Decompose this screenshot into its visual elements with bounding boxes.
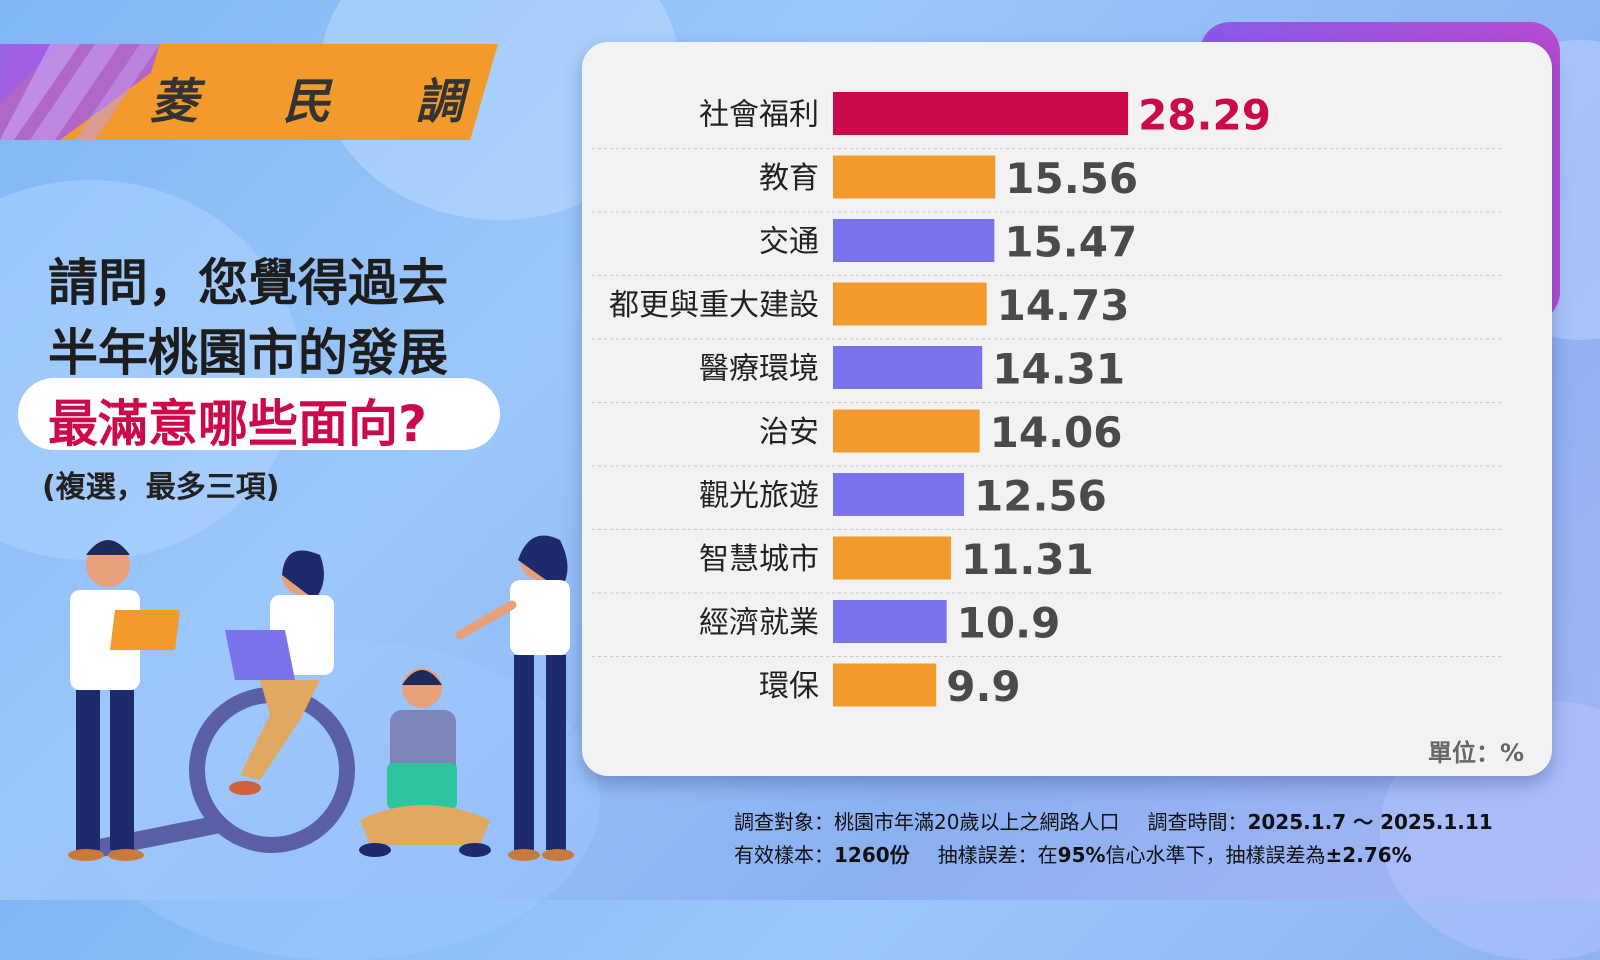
error-label: 抽樣誤差： [937, 843, 1038, 867]
value-label: 10.9 [957, 599, 1061, 648]
person-cross-legged-illustration [359, 668, 491, 857]
period-value: 2025.1.7 ～ 2025.1.11 [1247, 810, 1493, 834]
bar-chart: 社會福利 28.29 教育 15.56 交通 15.47 都更與重大建設 14.73 醫療環境 1… [592, 91, 1502, 711]
target-label: 調查對象： [734, 810, 834, 834]
bar [833, 663, 937, 707]
category-label: 交通 [759, 225, 819, 260]
category-label: 觀光旅遊 [699, 479, 819, 514]
value-label: 14.06 [990, 408, 1123, 457]
category-label: 都更與重大建設 [609, 288, 819, 323]
unit-label: 單位：% [1428, 739, 1525, 767]
category-label: 醫療環境 [699, 352, 819, 387]
value-label: 11.31 [961, 535, 1094, 584]
question-line-1: 請問，您覺得過去 [48, 254, 448, 312]
value-label: 14.73 [997, 281, 1130, 330]
question-highlight-pill [18, 378, 500, 450]
bar [833, 473, 965, 516]
error-value: ±2.76% [1325, 843, 1412, 867]
question-line-3: 最滿意哪些面向? [48, 395, 428, 453]
bar [833, 600, 947, 643]
period-label: 調查時間： [1147, 810, 1248, 834]
category-label: 社會福利 [699, 98, 819, 133]
confidence-value: 95% [1057, 843, 1106, 867]
brand-banner [0, 44, 498, 140]
value-label: 9.9 [946, 662, 1020, 711]
bar [833, 346, 983, 389]
footer-line-1: 調查對象：桃園市年滿20歲以上之網路人口 調查時間：2025.1.7 ～ 2025… [734, 806, 1493, 835]
bar [833, 155, 996, 199]
error-text: 信心水準下，抽樣誤差為 [1105, 843, 1326, 867]
value-label: 28.29 [1138, 91, 1271, 140]
person-standing-illustration [455, 535, 574, 861]
footer-line-2: 有效樣本：1260份 抽樣誤差：在95%信心水準下，抽樣誤差為±2.76% [734, 839, 1412, 868]
bar [833, 219, 995, 262]
category-label: 經濟就業 [699, 606, 819, 641]
target-value: 桃園市年滿20歲以上之網路人口 [834, 810, 1120, 834]
sample-value: 1260份 [834, 843, 910, 867]
sample-label: 有效樣本： [734, 843, 834, 867]
error-prefix: 在 [1037, 843, 1058, 867]
person-with-laptop-illustration [68, 540, 180, 861]
question-note: (複選，最多三項) [42, 470, 280, 505]
bar [833, 409, 980, 453]
value-label: 12.56 [974, 472, 1107, 521]
value-label: 14.31 [992, 345, 1125, 394]
brand-title: 菱 民 調 [150, 74, 498, 130]
bar [833, 536, 951, 580]
chart-card [582, 42, 1552, 776]
bar [833, 92, 1129, 135]
value-label: 15.47 [1004, 218, 1137, 267]
category-label: 環保 [759, 669, 819, 704]
people-illustration [68, 535, 574, 861]
value-label: 15.56 [1005, 154, 1138, 203]
category-label: 智慧城市 [699, 542, 819, 577]
person-sitting-illustration [225, 550, 334, 795]
question-line-2: 半年桃園市的發展 [48, 324, 448, 382]
category-label: 教育 [759, 161, 819, 196]
category-label: 治安 [759, 415, 819, 450]
bar [833, 282, 987, 326]
